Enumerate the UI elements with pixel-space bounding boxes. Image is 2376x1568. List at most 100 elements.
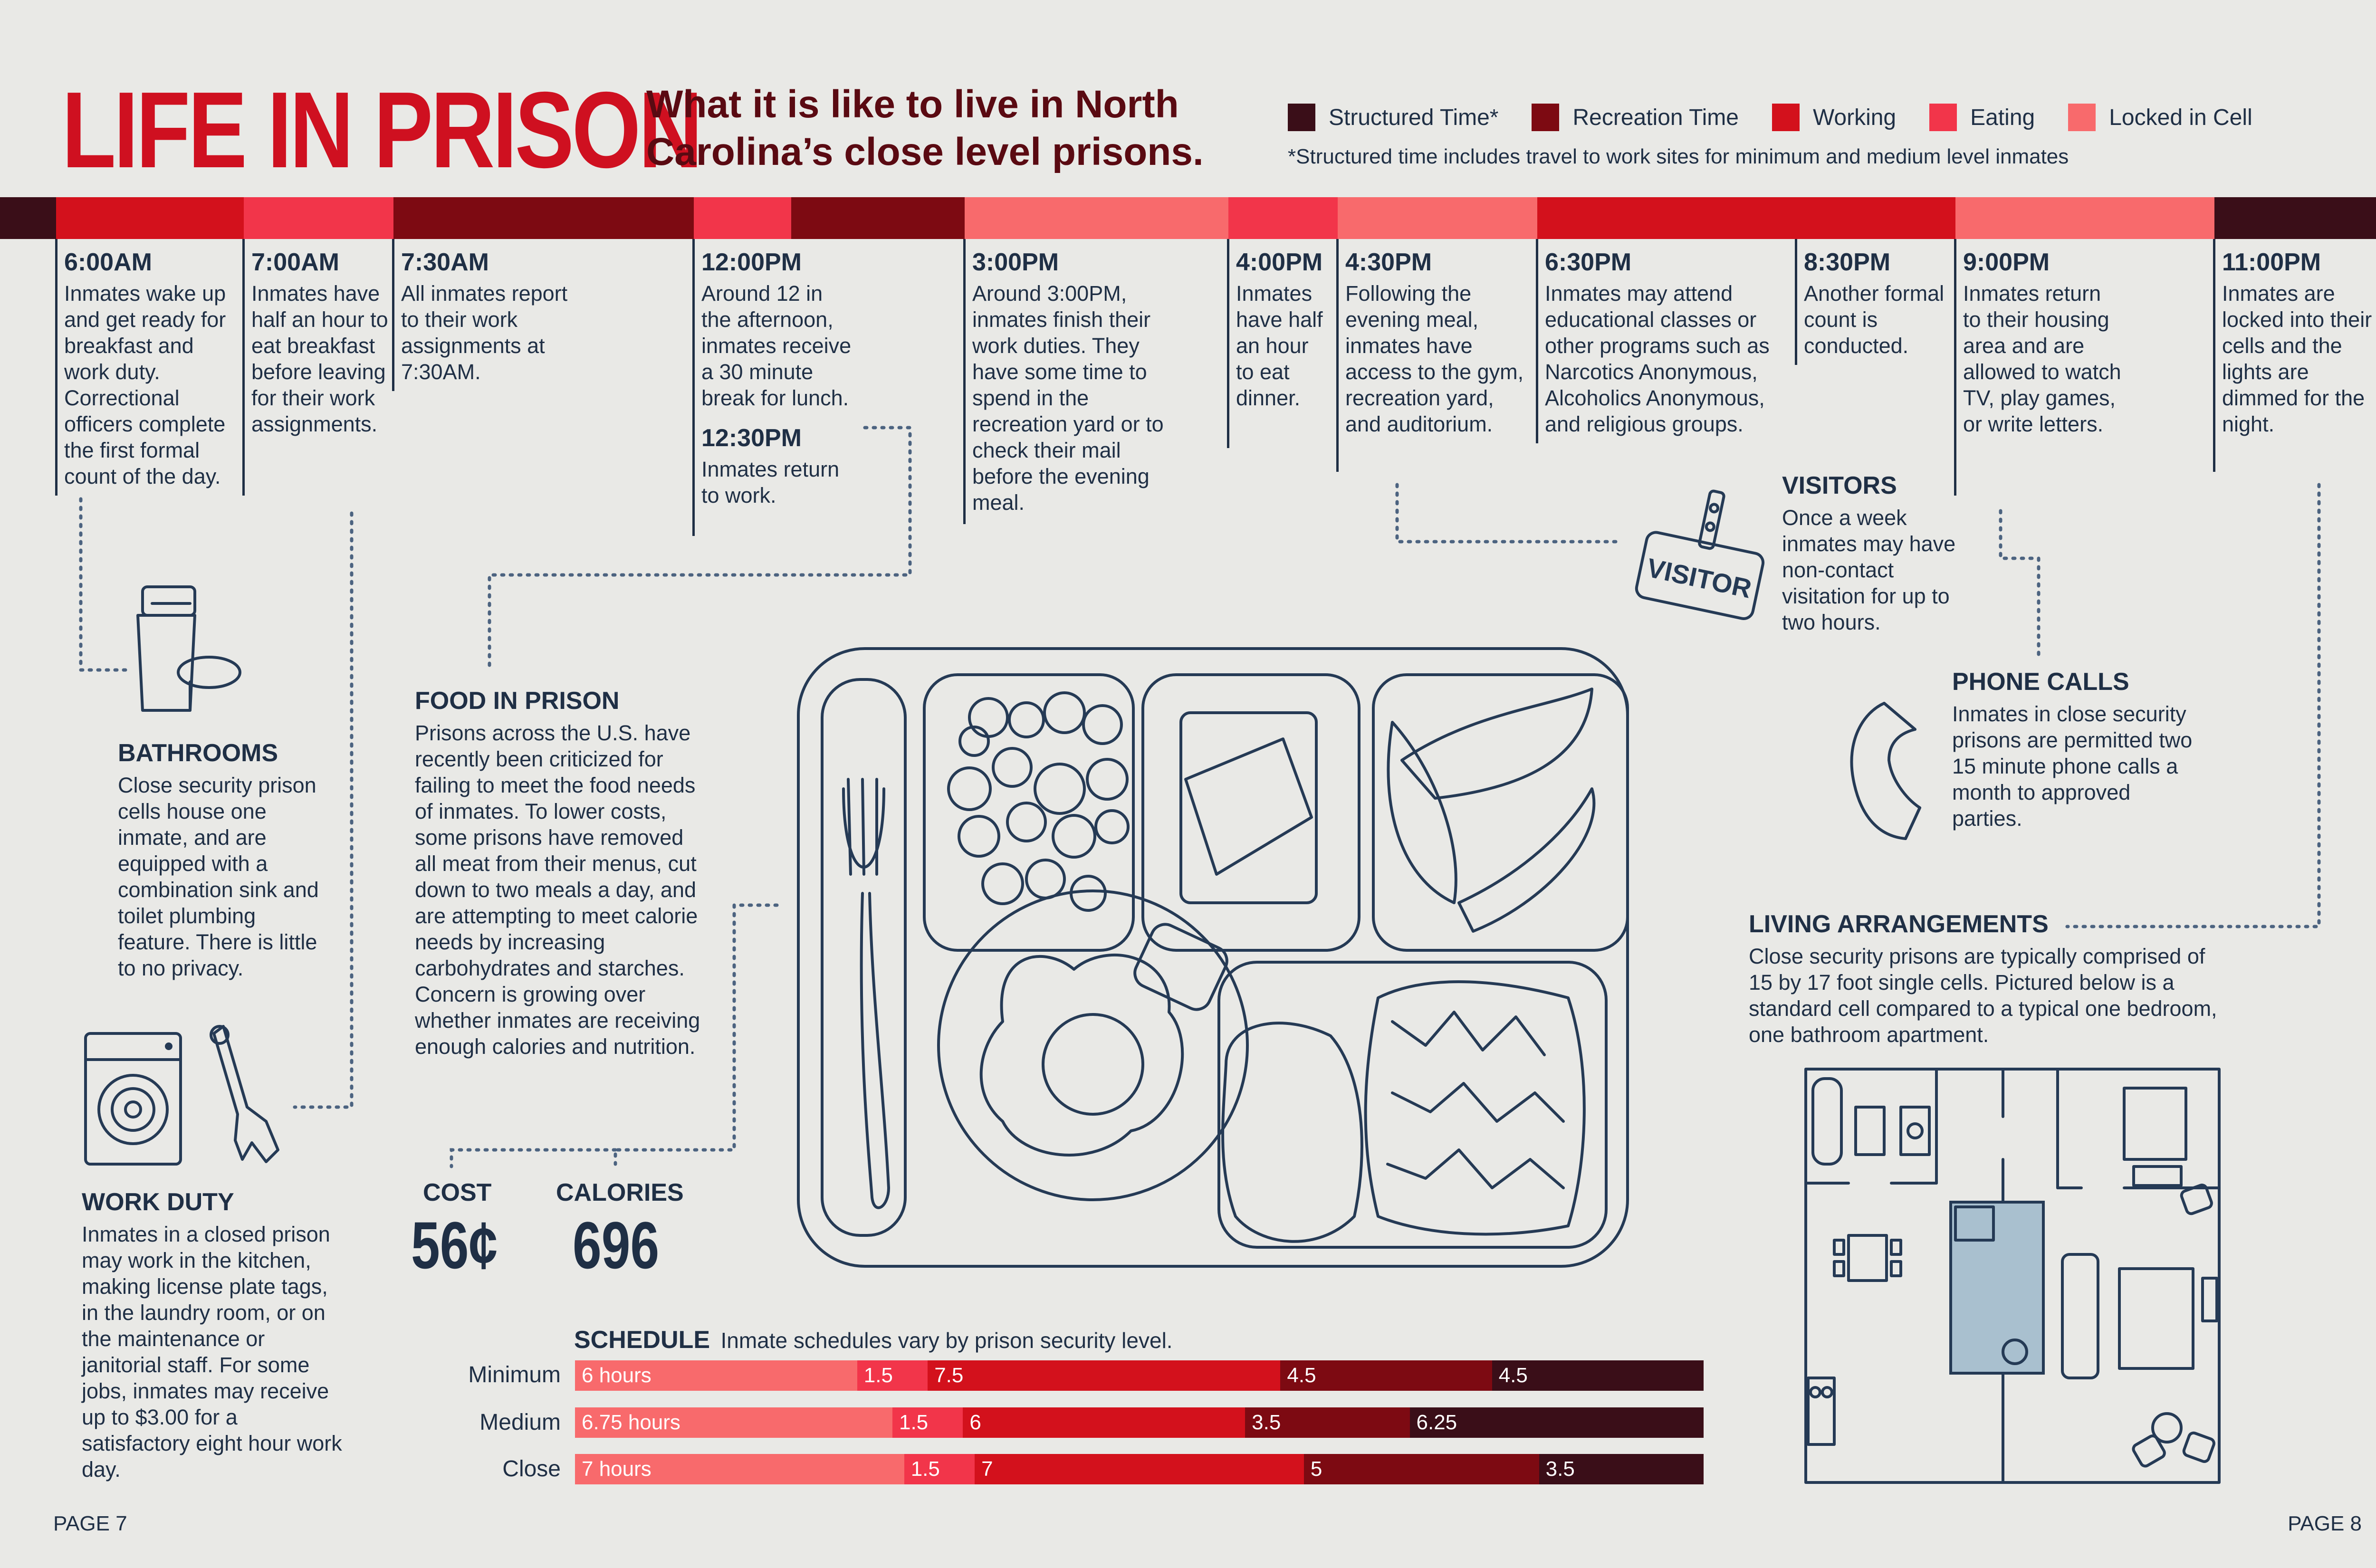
timeline-entry-1200: 12:00PM Around 12 in the afternoon, inma… [692, 239, 853, 536]
timeline-segment [2214, 197, 2376, 239]
legend-structured: Structured Time* [1288, 104, 1498, 131]
washing-machine-icon [84, 1032, 182, 1166]
connector-line [1999, 509, 2041, 658]
section-text: Inmates in close security prisons are pe… [1952, 702, 2193, 831]
schedule-segment: 3.5 [1245, 1407, 1410, 1438]
section-title: FOOD IN PRISON [415, 687, 620, 715]
schedule-segment: 5 [1303, 1454, 1539, 1484]
schedule-subtitle: Inmate schedules vary by prison security… [720, 1328, 1173, 1353]
timeline-time: 11:00PM [2222, 249, 2321, 276]
timeline-text: Following the evening meal, inmates have… [1345, 281, 1524, 436]
legend: Structured Time* Recreation Time Working… [1288, 104, 2286, 131]
connector-line [2065, 483, 2321, 928]
timeline-entry-1630: 4:30PM Following the evening meal, inmat… [1336, 239, 1531, 472]
legend-label: Locked in Cell [2109, 105, 2252, 130]
timeline-time: 4:00PM [1236, 249, 1323, 276]
work-duty-section: WORK DUTY Inmates in a closed prison may… [82, 1188, 348, 1482]
legend-label: Eating [1970, 105, 2035, 130]
connector-line [450, 903, 779, 1168]
section-text: Prisons across the U.S. have recently be… [415, 721, 700, 1059]
schedule-row-label-close: Close [502, 1456, 561, 1482]
wrench-icon [210, 1025, 279, 1163]
cost-value: 56¢ [411, 1208, 498, 1282]
connector-line [488, 426, 912, 672]
timeline-text: Inmates return to work. [701, 457, 840, 507]
connector-line [293, 511, 354, 1109]
timeline-text: Inmates return to their housing area and… [1963, 281, 2121, 436]
cost-label: COST [423, 1179, 492, 1206]
timeline-time: 9:00PM [1963, 249, 2050, 276]
page-number-left: PAGE 7 [53, 1512, 127, 1535]
legend-label: Structured Time* [1329, 105, 1499, 130]
section-title: PHONE CALLS [1952, 668, 2129, 696]
visitor-badge-text: VISITOR [1644, 553, 1754, 604]
schedule-row-label-medium: Medium [479, 1410, 561, 1435]
legend-recreation: Recreation Time [1532, 104, 1739, 131]
bathrooms-section: BATHROOMS Close security prison cells ho… [118, 739, 327, 981]
timeline-text: Inmates are locked into their cells and … [2222, 281, 2372, 436]
timeline-segment [244, 197, 393, 239]
section-title: LIVING ARRANGEMENTS [1749, 910, 2049, 938]
timeline-segment [791, 197, 965, 239]
food-tray-illustration [797, 647, 1629, 1268]
section-text: Once a week inmates may have non-contact… [1782, 506, 1956, 634]
timeline-time: 8:30PM [1804, 249, 1891, 276]
subtitle-line-2: Carolina’s close level prisons. [646, 130, 1204, 173]
legend-swatch [1288, 104, 1315, 131]
visitor-badge-icon: VISITOR [1635, 489, 1765, 620]
schedule-segment: 6.25 [1409, 1407, 1704, 1438]
timeline-text: Inmates may attend educational classes o… [1545, 281, 1770, 436]
timeline-segment [56, 197, 244, 239]
legend-swatch [1772, 104, 1800, 131]
timeline-bar [0, 197, 2376, 239]
timeline-segment [965, 197, 1228, 239]
page-number-right: PAGE 8 [2288, 1512, 2362, 1535]
timeline-text: Another formal count is conducted. [1804, 281, 1945, 358]
timeline-segment [694, 197, 791, 239]
schedule-segment: 7.5 [928, 1360, 1281, 1391]
schedule-segment: 7 [975, 1454, 1304, 1484]
legend-working: Working [1772, 104, 1896, 131]
page-title: LIFE IN PRISON [62, 70, 703, 191]
timeline-entry-1830: 6:30PM Inmates may attend educational cl… [1536, 239, 1792, 443]
schedule-row-close: 7 hours 1.5 7 5 3.5 [575, 1454, 1704, 1484]
timeline-text: Inmates wake up and get ready for breakf… [64, 281, 226, 488]
schedule-title: SCHEDULE [574, 1326, 710, 1354]
timeline-entry-0700: 7:00AM Inmates have half an hour to eat … [242, 239, 394, 496]
floor-plan-illustration [1804, 1068, 2221, 1484]
section-title: WORK DUTY [82, 1188, 234, 1216]
section-text: Close security prison cells house one in… [118, 773, 319, 980]
legend-label: Recreation Time [1572, 105, 1739, 130]
calories-label: CALORIES [556, 1179, 684, 1206]
timeline-time: 6:00AM [64, 249, 152, 276]
timeline-time: 4:30PM [1345, 249, 1432, 276]
timeline-segment [1537, 197, 1955, 239]
toilet-sink-icon [136, 585, 241, 712]
schedule-row-minimum: 6 hours 1.5 7.5 4.5 4.5 [575, 1360, 1704, 1391]
legend-locked: Locked in Cell [2068, 104, 2252, 131]
subtitle-line-1: What it is like to live in North [646, 83, 1179, 126]
legend-note: *Structured time includes travel to work… [1288, 145, 2069, 168]
timeline-segment [0, 197, 56, 239]
food-section: FOOD IN PRISON Prisons across the U.S. h… [415, 687, 705, 1060]
schedule-segment: 4.5 [1280, 1360, 1492, 1391]
timeline-text: All inmates report to their work assignm… [401, 281, 568, 384]
timeline-text: Inmates have half an hour to eat dinner. [1236, 281, 1323, 410]
timeline-entry-2300: 11:00PM Inmates are locked into their ce… [2213, 239, 2374, 472]
living-arrangements-section: LIVING ARRANGEMENTS Close security priso… [1749, 910, 2224, 1048]
phone-handset-icon [1850, 702, 1921, 840]
timeline-text: Around 12 in the afternoon, inmates rece… [701, 281, 852, 410]
connector-line [1395, 483, 1618, 544]
timeline-entry-0600: 6:00AM Inmates wake up and get ready for… [55, 239, 245, 496]
timeline-segment [1955, 197, 2214, 239]
prison-cell-highlight [1949, 1201, 2045, 1375]
timeline-text: Inmates have half an hour to eat breakfa… [251, 281, 388, 436]
timeline-entry-0730: 7:30AM All inmates report to their work … [392, 239, 591, 391]
visitors-section: VISITORS Once a week inmates may have no… [1782, 471, 1963, 635]
schedule-segment: 6 [963, 1407, 1245, 1438]
schedule-segment: 7 hours [575, 1454, 904, 1484]
timeline-segment [1338, 197, 1537, 239]
timeline-time: 12:00PM [701, 249, 802, 276]
legend-swatch [1929, 104, 1957, 131]
phone-calls-section: PHONE CALLS Inmates in close security pr… [1952, 668, 2199, 832]
